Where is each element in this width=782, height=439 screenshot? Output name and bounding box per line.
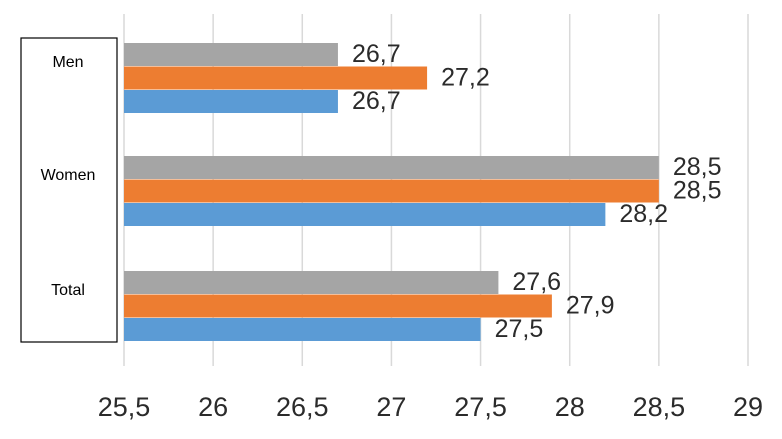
data-label: 28,5 bbox=[673, 153, 722, 181]
x-tick-label: 26 bbox=[198, 392, 228, 422]
x-tick-label: 27,5 bbox=[454, 392, 507, 422]
category-label: Women bbox=[41, 167, 96, 184]
bar bbox=[124, 90, 338, 113]
data-label: 28,5 bbox=[673, 177, 722, 205]
category-labels: Men Women Total bbox=[41, 54, 96, 299]
category-label: Men bbox=[52, 54, 83, 71]
bars bbox=[124, 43, 659, 341]
data-label: 27,9 bbox=[566, 292, 615, 320]
x-tick-label: 25,5 bbox=[98, 392, 151, 422]
x-tick-label: 27 bbox=[376, 392, 406, 422]
data-label: 27,2 bbox=[441, 64, 490, 92]
x-axis-tick-labels: 25,5 26 26,5 27 27,5 28 28,5 29 bbox=[98, 392, 763, 422]
data-labels: 26,7 27,2 26,7 28,528,528,2 27,627,9 27,5 bbox=[352, 40, 722, 343]
bar bbox=[124, 66, 428, 90]
bar bbox=[124, 43, 338, 66]
bar bbox=[124, 294, 552, 318]
x-tick-label: 28 bbox=[555, 392, 585, 422]
x-tick-label: 29 bbox=[733, 392, 763, 422]
data-label: 26,7 bbox=[352, 87, 401, 115]
bar bbox=[124, 318, 481, 341]
x-tick-label: 26,5 bbox=[276, 392, 329, 422]
bar bbox=[124, 156, 659, 179]
data-label: 28,2 bbox=[619, 200, 668, 228]
bar bbox=[124, 271, 499, 294]
data-label: 27,5 bbox=[495, 315, 544, 343]
x-tick-label: 28,5 bbox=[633, 392, 686, 422]
data-label: 27,6 bbox=[512, 268, 561, 296]
category-label-box bbox=[20, 37, 118, 343]
category-label: Total bbox=[51, 282, 85, 299]
bar bbox=[124, 179, 659, 203]
bar bbox=[124, 203, 606, 226]
data-label: 26,7 bbox=[352, 40, 401, 68]
